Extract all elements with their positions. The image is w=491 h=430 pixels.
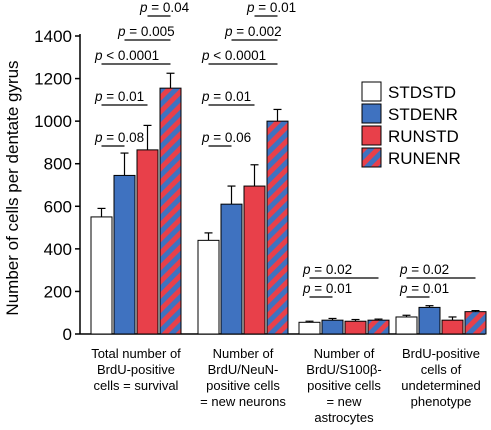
p-value-label: p = 0.01 [201,89,251,104]
legend-label-stdenr: STDENR [388,105,458,124]
p-value-label: p = 0.01 [94,89,144,104]
bar-stdstd [298,321,321,335]
bar-runenr [159,87,182,335]
bar-stdenr [113,174,136,335]
bar-runstd [344,320,367,335]
group-labels: Total number of BrdU-positive cells = surv… [91,346,481,425]
y-tick-label: 800 [44,155,72,174]
group-label: Number of BrdU/S100β-positive cells = new a… [306,346,381,425]
y-tick-label: 400 [44,240,72,259]
bar-runenr [266,120,289,335]
bar-stdenr [418,306,441,335]
bar-runstd [136,149,159,335]
bar-runstd [243,185,266,335]
significance-annotations: p = 0.08 p = 0.01 p < 0.0001 p = 0.005 p = 0… [94,0,476,298]
group-label: Total number of BrdU-positive cells = surv… [91,346,181,393]
bar-stdstd [197,239,220,335]
legend-swatch-stdenr [361,103,382,124]
axes: 0 200 400 600 800 1000 1200 1400 [34,27,485,344]
p-value-label: p < 0.0001 [201,48,266,63]
legend-label-runstd: RUNSTD [388,127,459,146]
bar-stdenr [220,203,243,335]
y-tick-label: 600 [44,197,72,216]
bar-runenr [367,319,390,335]
p-value-label: p = 0.01 [302,281,352,296]
legend: STDSTD STDENR RUNSTD RUNENR [361,81,461,168]
y-tick-label: 200 [44,282,72,301]
legend-label-runenr: RUNENR [388,149,461,168]
y-axis-label: Number of cells per dentate gyrus [3,60,22,315]
y-tick-label: 1400 [34,27,72,46]
p-value-label: p < 0.0001 [94,48,159,63]
p-value-label: p = 0.002 [224,24,282,39]
legend-label-stdstd: STDSTD [388,83,456,102]
bar-runenr [464,311,487,335]
p-value-label: p = 0.01 [246,0,296,15]
p-value-label: p = 0.04 [139,0,190,15]
y-tick-label: 1200 [34,70,72,89]
group-label: Number of BrdU/NeuN-positive cells = new n… [200,346,286,409]
bar-runstd [441,319,464,335]
p-value-label: p = 0.01 [399,281,449,296]
legend-swatch-runenr [361,147,382,168]
p-value-label: p = 0.08 [94,130,144,145]
bars [90,72,487,335]
bar-stdenr [321,319,344,335]
group-label: BrdU-positive cells of undetermined phenoty… [401,346,481,409]
p-value-label: p = 0.005 [117,24,175,39]
y-tick-label: 1000 [34,112,72,131]
p-value-label: p = 0.02 [302,262,352,277]
legend-swatch-runstd [361,125,382,146]
bar-stdstd [90,216,113,335]
y-tick-label: 0 [63,325,72,344]
p-value-label: p = 0.02 [399,262,449,277]
legend-swatch-stdstd [361,81,382,102]
bar-stdstd [395,316,418,335]
p-value-label: p = 0.06 [201,130,251,145]
